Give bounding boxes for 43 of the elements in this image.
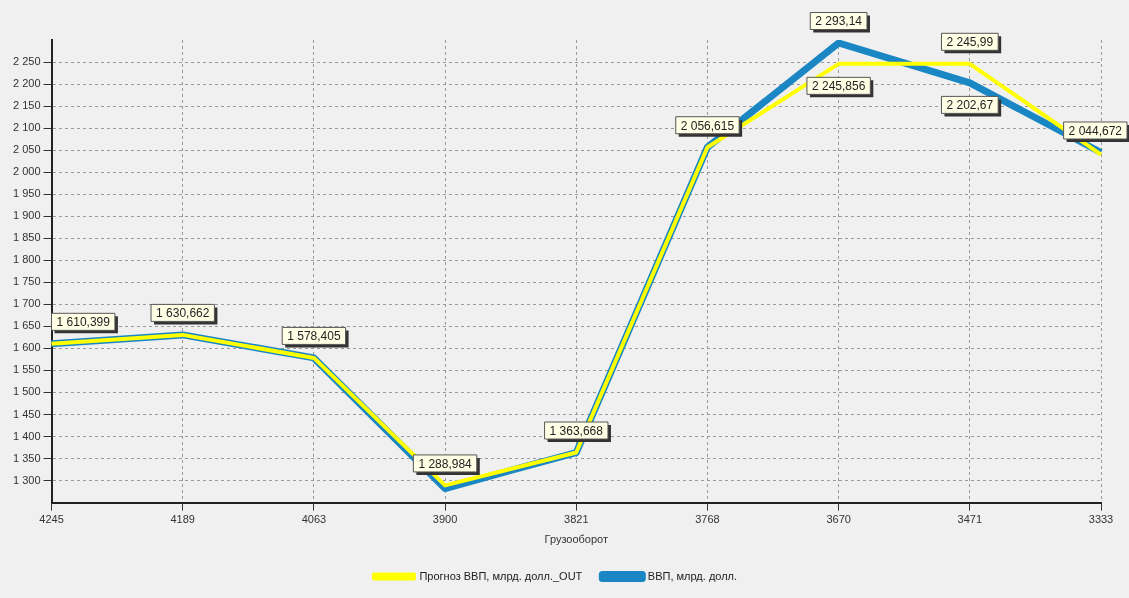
data-label: 1 578,405 <box>287 329 341 344</box>
y-tick-label: 1 700 <box>13 297 41 310</box>
y-tick-label: 1 300 <box>13 473 41 486</box>
data-label: 2 293,14 <box>815 14 863 29</box>
y-tick-label: 2 100 <box>13 121 41 134</box>
y-tick-label: 2 200 <box>13 77 41 90</box>
y-tick-label: 2 000 <box>13 165 41 178</box>
x-tick-label: 3471 <box>957 513 983 526</box>
data-label: 1 363,668 <box>549 423 604 438</box>
y-tick-label: 1 950 <box>13 187 41 200</box>
y-tick-label: 1 400 <box>13 429 41 442</box>
data-label: 2 056,615 <box>680 118 735 133</box>
y-tick-label: 2 250 <box>13 55 41 68</box>
data-label: 1 610,399 <box>56 315 111 330</box>
y-tick-label: 1 900 <box>13 209 41 222</box>
x-tick-label: 3333 <box>1088 513 1114 526</box>
data-label: 2 245,99 <box>946 35 994 50</box>
y-tick-label: 1 750 <box>13 275 41 288</box>
x-tick-label: 4189 <box>170 513 195 526</box>
y-tick-label: 1 450 <box>13 407 41 420</box>
data-label: 1 288,984 <box>418 456 473 471</box>
y-tick-label: 1 550 <box>13 363 41 376</box>
x-tick-label: 3821 <box>564 513 589 526</box>
data-label: 2 245,856 <box>811 79 866 94</box>
data-label: 2 202,67 <box>946 98 994 113</box>
legend-label: ВВП, млрд. долл. <box>647 569 738 582</box>
y-tick-label: 1 600 <box>13 341 41 354</box>
y-tick-label: 2 050 <box>13 143 41 156</box>
legend-label: Прогноз ВВП, млрд. долл._OUT <box>419 569 583 582</box>
x-tick-label: 3900 <box>432 513 458 526</box>
x-tick-label: 4063 <box>301 513 327 526</box>
y-tick-label: 1 650 <box>13 319 41 332</box>
data-label: 1 630,662 <box>156 306 210 321</box>
y-tick-label: 1 500 <box>13 385 41 398</box>
y-tick-label: 2 150 <box>13 99 41 112</box>
x-tick-label: 3670 <box>826 513 851 526</box>
y-tick-label: 1 850 <box>13 231 41 244</box>
data-label: 2 044,672 <box>1068 123 1123 138</box>
x-tick-label: 3768 <box>695 513 720 526</box>
y-tick-label: 1 800 <box>13 253 41 266</box>
y-tick-label: 1 350 <box>13 451 41 464</box>
x-tick-label: 4245 <box>39 513 64 526</box>
x-axis-title: Грузооборот <box>544 533 608 546</box>
